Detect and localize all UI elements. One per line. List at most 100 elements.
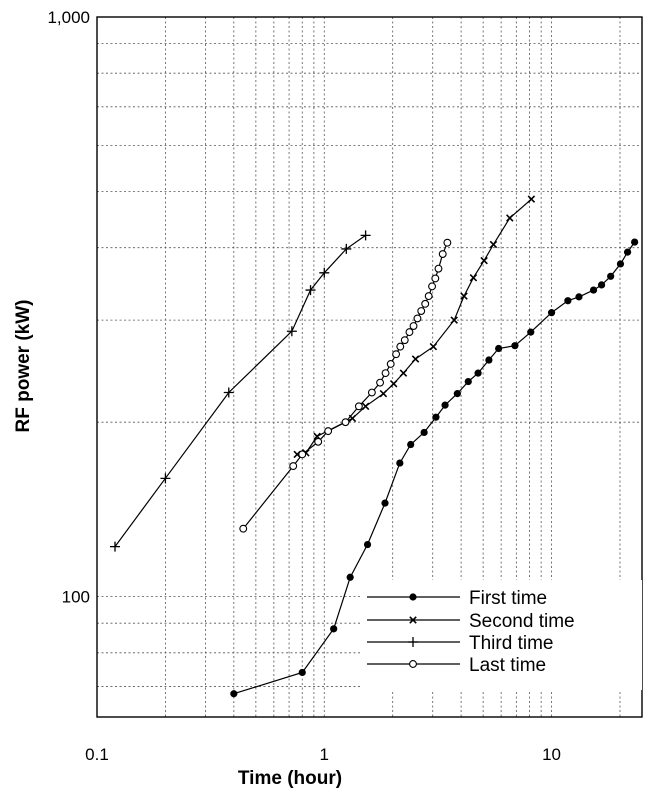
data-point xyxy=(428,282,437,291)
y-axis-ticks: 100 1,000 xyxy=(47,8,90,607)
data-point xyxy=(305,285,316,296)
data-point xyxy=(360,230,371,241)
data-point xyxy=(289,462,298,471)
data-point xyxy=(389,379,398,388)
data-point xyxy=(607,272,615,280)
y-tick-label: 1,000 xyxy=(47,8,90,27)
data-point xyxy=(438,250,447,258)
data-point xyxy=(631,238,639,246)
data-point xyxy=(547,309,556,317)
legend-item: First time xyxy=(367,588,547,609)
series-third-time xyxy=(109,230,371,552)
data-point xyxy=(464,377,472,386)
data-point xyxy=(160,473,171,484)
data-point xyxy=(450,316,458,324)
data-point xyxy=(413,314,422,323)
data-point xyxy=(407,440,415,449)
legend-item: Second time xyxy=(367,611,575,632)
data-point xyxy=(431,274,440,283)
data-point xyxy=(409,322,418,330)
data-point xyxy=(381,499,389,507)
data-point xyxy=(109,541,120,552)
legend-item: Third time xyxy=(367,633,553,654)
y-tick-label: 100 xyxy=(62,588,90,607)
data-point xyxy=(429,342,438,351)
data-point xyxy=(400,336,409,345)
data-point xyxy=(239,524,248,533)
x-axis-label: Time (hour) xyxy=(238,768,342,789)
data-point xyxy=(324,427,333,436)
data-point xyxy=(396,459,404,467)
legend-label: Last time xyxy=(469,655,546,676)
series-first-time xyxy=(230,238,639,698)
data-point xyxy=(354,402,363,411)
data-point xyxy=(527,328,535,336)
data-point xyxy=(379,389,388,398)
data-point xyxy=(623,248,632,256)
data-point xyxy=(330,625,338,633)
data-point xyxy=(367,388,376,397)
data-point xyxy=(361,402,370,411)
data-point xyxy=(298,450,307,459)
data-point xyxy=(511,342,519,350)
data-point xyxy=(286,326,297,337)
data-point xyxy=(420,428,428,437)
data-point xyxy=(424,292,433,301)
data-point xyxy=(474,369,482,377)
data-point xyxy=(597,281,606,289)
data-point xyxy=(453,390,461,398)
data-point xyxy=(381,369,390,378)
data-point xyxy=(575,293,583,301)
data-point xyxy=(298,668,306,677)
grid-lines xyxy=(97,17,642,717)
x-tick-label: 0.1 xyxy=(85,745,109,764)
legend-item: Last time xyxy=(367,655,546,676)
series-line xyxy=(114,234,366,547)
data-point xyxy=(411,355,420,363)
data-point xyxy=(495,344,503,353)
data-point xyxy=(489,240,498,249)
x-axis-ticks: 0.1 1 10 xyxy=(85,745,561,764)
data-point xyxy=(589,286,598,294)
data-point xyxy=(441,401,449,409)
data-point xyxy=(341,243,352,254)
data-point xyxy=(421,299,430,308)
legend-marker xyxy=(409,593,417,601)
data-point xyxy=(480,256,488,265)
data-point xyxy=(363,540,372,549)
data-point xyxy=(396,342,405,351)
series-last-time xyxy=(239,238,452,533)
data-point xyxy=(434,264,443,273)
data-point xyxy=(392,350,401,359)
data-point xyxy=(341,418,350,427)
data-point xyxy=(527,195,536,203)
legend-marker xyxy=(409,660,417,668)
legend-label: First time xyxy=(469,588,547,609)
data-point xyxy=(376,378,385,387)
data-point xyxy=(399,369,408,377)
data-point xyxy=(417,307,426,315)
legend-label: Second time xyxy=(469,611,575,632)
data-point xyxy=(319,267,330,278)
data-point xyxy=(564,297,572,305)
data-point xyxy=(346,573,354,581)
legend-label: Third time xyxy=(469,633,553,654)
y-axis-label: RF power (kW) xyxy=(13,300,34,433)
data-point xyxy=(432,413,440,421)
data-point xyxy=(616,260,625,268)
legend-box xyxy=(360,580,642,690)
data-point xyxy=(485,356,493,364)
data-point xyxy=(223,387,234,398)
data-point xyxy=(405,328,414,337)
data-series xyxy=(109,195,639,698)
data-point xyxy=(230,690,238,698)
legend-marker xyxy=(408,637,418,647)
data-point xyxy=(460,292,468,300)
data-point xyxy=(506,214,514,222)
x-tick-label: 1 xyxy=(320,745,329,764)
data-point xyxy=(314,437,323,446)
data-point xyxy=(443,238,452,247)
data-point xyxy=(386,360,395,368)
